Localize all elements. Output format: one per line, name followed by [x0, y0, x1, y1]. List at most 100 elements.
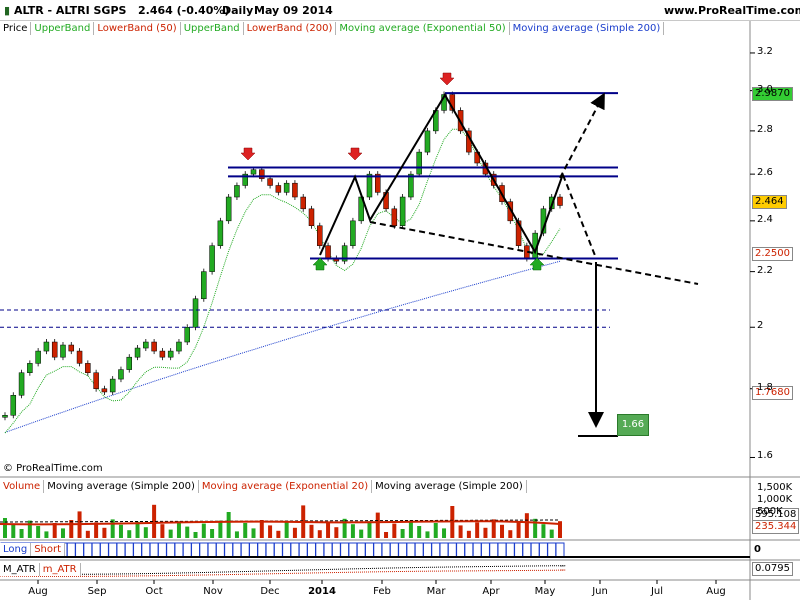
x-tick-label-7: Mar: [426, 586, 446, 597]
volume-bar: [350, 524, 355, 538]
volume-ema-line: [0, 520, 561, 526]
legend-atr: M_ATR m_ATR: [0, 562, 81, 576]
legend_volume-item-3[interactable]: Moving average (Simple 200): [372, 479, 527, 493]
volume-bar: [400, 529, 405, 538]
volume-tick-3: 500K: [757, 506, 783, 517]
longshort-bar: [373, 542, 383, 558]
legend_main-item-2[interactable]: LowerBand (50): [94, 21, 181, 35]
candle-body: [557, 196, 563, 206]
y-tick-label-3: 2.2: [757, 264, 773, 276]
projection-up-arrow: [559, 92, 605, 179]
candle-body: [151, 341, 157, 352]
volume-bar: [52, 523, 57, 538]
volume-bar: [251, 528, 256, 538]
legend_main-item-4[interactable]: LowerBand (200): [243, 21, 337, 35]
candle-body: [366, 173, 373, 198]
candle-body: [68, 344, 75, 352]
volume-bar: [27, 520, 32, 538]
candle-body: [350, 220, 356, 246]
y-tick-label-0: 1.6: [757, 450, 773, 462]
candle-body: [416, 151, 422, 175]
longshort-bar: [75, 542, 85, 558]
y-tick-label-5: 2.6: [757, 167, 773, 179]
longshort-bar: [306, 542, 316, 558]
longshort-bar: [149, 542, 159, 558]
volume-bar: [102, 527, 107, 538]
legend_main-item-6[interactable]: Moving average (Simple 200): [509, 21, 665, 35]
candle-body: [267, 178, 273, 186]
legend-volume: Volume Moving average (Simple 200) Moving …: [0, 479, 527, 493]
longshort-bar: [282, 542, 292, 558]
candle-body: [424, 130, 431, 153]
legend_volume-item-1[interactable]: Moving average (Simple 200): [44, 479, 199, 493]
longshort-bar: [315, 542, 325, 558]
ema50-line: [4, 128, 561, 434]
longshort-bar: [199, 542, 209, 558]
volume-bar: [392, 523, 397, 538]
volume-bar: [292, 527, 297, 538]
longshort-bar: [265, 542, 275, 558]
longshort-bar: [389, 542, 399, 558]
legend_atr-item-0[interactable]: M_ATR: [0, 562, 40, 576]
longshort-bar: [514, 542, 524, 558]
legend_atr-item-1[interactable]: m_ATR: [39, 562, 81, 576]
x-tick-label-6: Feb: [373, 586, 391, 597]
price-box-support: 2.2500: [752, 247, 793, 261]
candle-body: [399, 196, 406, 226]
candle-body: [317, 225, 323, 246]
legend_main-item-5[interactable]: Moving average (Exponential 50): [336, 21, 510, 35]
longshort-value: 0: [752, 544, 763, 556]
longshort-bar: [398, 542, 408, 558]
legend_main-item-1[interactable]: UpperBand: [31, 21, 95, 35]
volume-bar: [533, 518, 538, 538]
longshort-bar: [472, 542, 482, 558]
site-url[interactable]: www.ProRealTime.com: [664, 4, 800, 17]
candle-body: [2, 415, 8, 418]
longshort-bar: [224, 542, 234, 558]
candle-body: [184, 326, 190, 343]
legend_longshort-item-1[interactable]: Short: [31, 542, 66, 556]
longshort-bar: [447, 542, 457, 558]
down-arrow-icon: [240, 147, 256, 161]
longshort-bar: [191, 542, 201, 558]
longshort-bar: [141, 542, 151, 558]
candle-body: [176, 341, 182, 352]
longshort-bar: [290, 542, 300, 558]
longshort-bar: [489, 542, 499, 558]
volume-bar: [226, 512, 231, 538]
legend-longshort: Long Short: [0, 542, 66, 556]
candle-body: [18, 372, 25, 396]
candle-body: [225, 196, 232, 222]
longshort-bar: [381, 542, 391, 558]
legend_main-item-3[interactable]: UpperBand: [180, 21, 244, 35]
candle-body: [515, 220, 522, 246]
y-tick-label-6: 2.8: [757, 123, 773, 135]
legend_longshort-item-0[interactable]: Long: [0, 542, 32, 556]
legend_volume-item-2[interactable]: Moving average (Exponential 20): [198, 479, 373, 493]
candle-body: [209, 245, 215, 272]
volume-bar: [168, 529, 173, 538]
longshort-bar: [340, 542, 350, 558]
longshort-bar: [422, 542, 432, 558]
volume-bar: [218, 520, 223, 538]
legend_main-item-0[interactable]: Price: [0, 21, 32, 35]
volume-bar: [135, 521, 140, 538]
longshort-bar: [133, 542, 143, 558]
volume-bar: [276, 530, 281, 538]
volume-bar: [127, 530, 132, 538]
volume-bar: [85, 530, 90, 538]
volume-bar: [3, 518, 7, 538]
volume-bar: [11, 523, 16, 538]
x-tick-label-1: Sep: [87, 586, 107, 597]
longshort-bar: [182, 542, 192, 558]
y-axis-area: [750, 20, 800, 600]
legend_volume-item-0[interactable]: Volume: [0, 479, 45, 493]
volume-bar: [500, 524, 505, 538]
longshort-bar: [99, 542, 109, 558]
candle-body: [242, 173, 248, 186]
longshort-bar: [157, 542, 167, 558]
candle-body: [76, 350, 83, 364]
longshort-bar: [91, 542, 101, 558]
volume-bar: [425, 531, 430, 538]
down-arrow-icon: [439, 72, 455, 86]
